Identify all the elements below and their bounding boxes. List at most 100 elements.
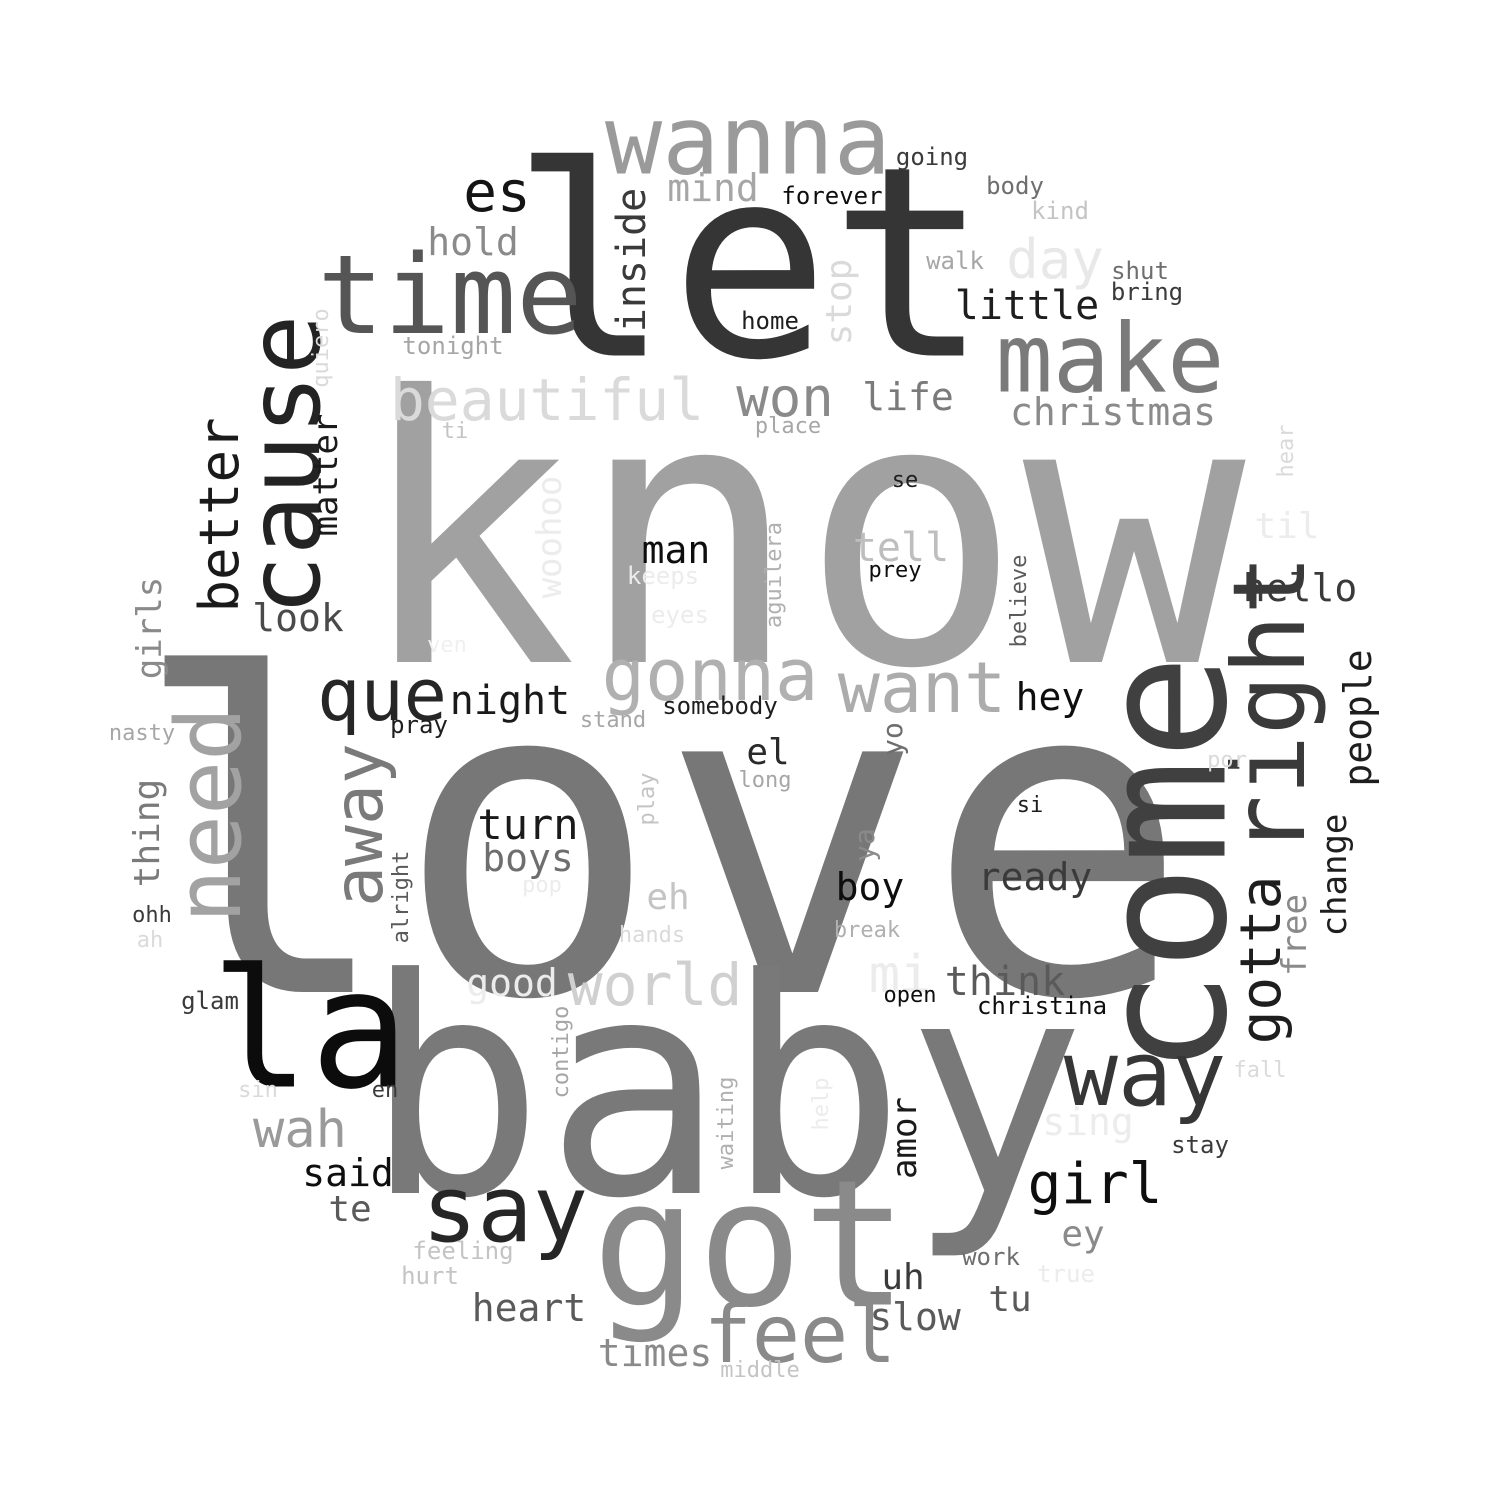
word-ya: ya: [848, 828, 881, 862]
word-ah: ah: [136, 928, 164, 953]
word-sin: sin: [238, 1078, 278, 1103]
word-eh: eh: [646, 877, 690, 918]
word-kind: kind: [1031, 197, 1089, 225]
word-feel: feel: [703, 1288, 897, 1381]
word-bring: bring: [1110, 278, 1184, 306]
word-girl: girl: [1027, 1152, 1163, 1217]
word-hands: hands: [618, 923, 686, 948]
word-help: help: [809, 1077, 834, 1131]
word-little: little: [954, 283, 1100, 329]
word-stop: stop: [819, 258, 860, 346]
word-times: times: [597, 1331, 713, 1375]
word-wah: wah: [253, 1100, 347, 1160]
word-long: long: [738, 768, 792, 793]
word-matter: matter: [306, 413, 346, 537]
word-open: open: [883, 983, 937, 1008]
word-stay: stay: [1171, 1131, 1229, 1159]
word-hurt: hurt: [401, 1262, 459, 1290]
word-yo: yo: [876, 722, 909, 756]
word-amor: amor: [885, 1097, 925, 1179]
word-hear: hear: [1274, 424, 1299, 478]
word-time: time: [317, 231, 583, 359]
word-won: won: [736, 366, 834, 429]
word-place: place: [754, 414, 822, 439]
word-walk: walk: [926, 247, 984, 275]
word-away: away: [320, 743, 399, 907]
word-el: el: [746, 732, 790, 773]
word-stand: stand: [579, 708, 647, 733]
word-se: se: [891, 468, 919, 493]
word-free: free: [1275, 894, 1315, 976]
word-te: te: [328, 1189, 372, 1230]
word-boy: boy: [835, 865, 905, 909]
word-glam: glam: [181, 987, 239, 1015]
word-hey: hey: [1015, 675, 1085, 719]
word-got: got: [591, 1143, 909, 1347]
word-tell: tell: [852, 525, 950, 571]
word-life: life: [862, 375, 954, 419]
word-tonight: tonight: [402, 332, 504, 360]
word-tu: tu: [988, 1279, 1032, 1320]
word-love: love: [130, 584, 1190, 1096]
word-ven: ven: [427, 633, 467, 658]
word-fall: fall: [1233, 1058, 1287, 1083]
word-mind: mind: [667, 166, 759, 210]
word-believe: believe: [1007, 554, 1032, 648]
word-sing: sing: [1042, 1100, 1134, 1144]
word-girls: girls: [130, 576, 170, 680]
word-woohoo: woohoo: [530, 475, 570, 599]
word-home: home: [741, 307, 799, 335]
word-people: people: [1336, 649, 1380, 787]
word-heart: heart: [471, 1286, 587, 1330]
word-si: si: [1016, 793, 1044, 818]
word-por: por: [1207, 748, 1247, 773]
word-body: body: [986, 172, 1044, 200]
word-middle: middle: [720, 1358, 800, 1383]
word-waiting: waiting: [714, 1076, 739, 1170]
word-make: make: [995, 304, 1225, 415]
word-hello: hello: [1242, 566, 1358, 610]
word-boys: boys: [482, 836, 574, 880]
word-change: change: [1315, 813, 1355, 937]
word-day: day: [1006, 228, 1104, 291]
word-better: better: [188, 417, 251, 613]
word-play: play: [635, 772, 660, 826]
word-night: night: [449, 678, 571, 724]
word-inside: inside: [609, 187, 655, 333]
word-turn: turn: [477, 800, 579, 849]
word-forever: forever: [781, 182, 883, 210]
word-christmas: christmas: [1010, 390, 1216, 434]
word-thing: thing: [127, 778, 168, 888]
word-en: en: [371, 1078, 399, 1103]
word-true: true: [1037, 1260, 1095, 1288]
word-say: say: [421, 1156, 589, 1263]
word-want: want: [837, 647, 1007, 729]
word-aguilera: aguilera: [762, 522, 787, 628]
word-christina: christina: [976, 992, 1108, 1020]
word-alright: alright: [389, 850, 414, 944]
word-contigo: contigo: [549, 1005, 574, 1099]
word-que: que: [316, 653, 448, 737]
word-wanna: wanna: [605, 86, 891, 197]
word-keeps: keeps: [626, 562, 700, 590]
word-going: going: [895, 143, 969, 171]
word-ohh: ohh: [132, 903, 172, 928]
word-beautiful: beautiful: [389, 366, 705, 434]
word-nasty: nasty: [108, 721, 176, 746]
word-break: break: [833, 918, 901, 943]
word-man: man: [641, 528, 711, 572]
word-gonna: gonna: [601, 633, 819, 717]
word-feeling: feeling: [412, 1237, 514, 1265]
word-quiero: quiero: [309, 308, 334, 388]
word-ey: ey: [1061, 1214, 1105, 1255]
word-baby: baby: [363, 915, 1087, 1264]
word-es: es: [463, 160, 531, 225]
word-somebody: somebody: [662, 692, 778, 720]
word-work: work: [962, 1243, 1020, 1271]
word-look: look: [252, 596, 344, 640]
word-way: way: [1063, 1022, 1227, 1127]
word-hold: hold: [427, 220, 519, 264]
word-know: know: [354, 320, 1246, 750]
word-mi: mi: [868, 945, 932, 1005]
